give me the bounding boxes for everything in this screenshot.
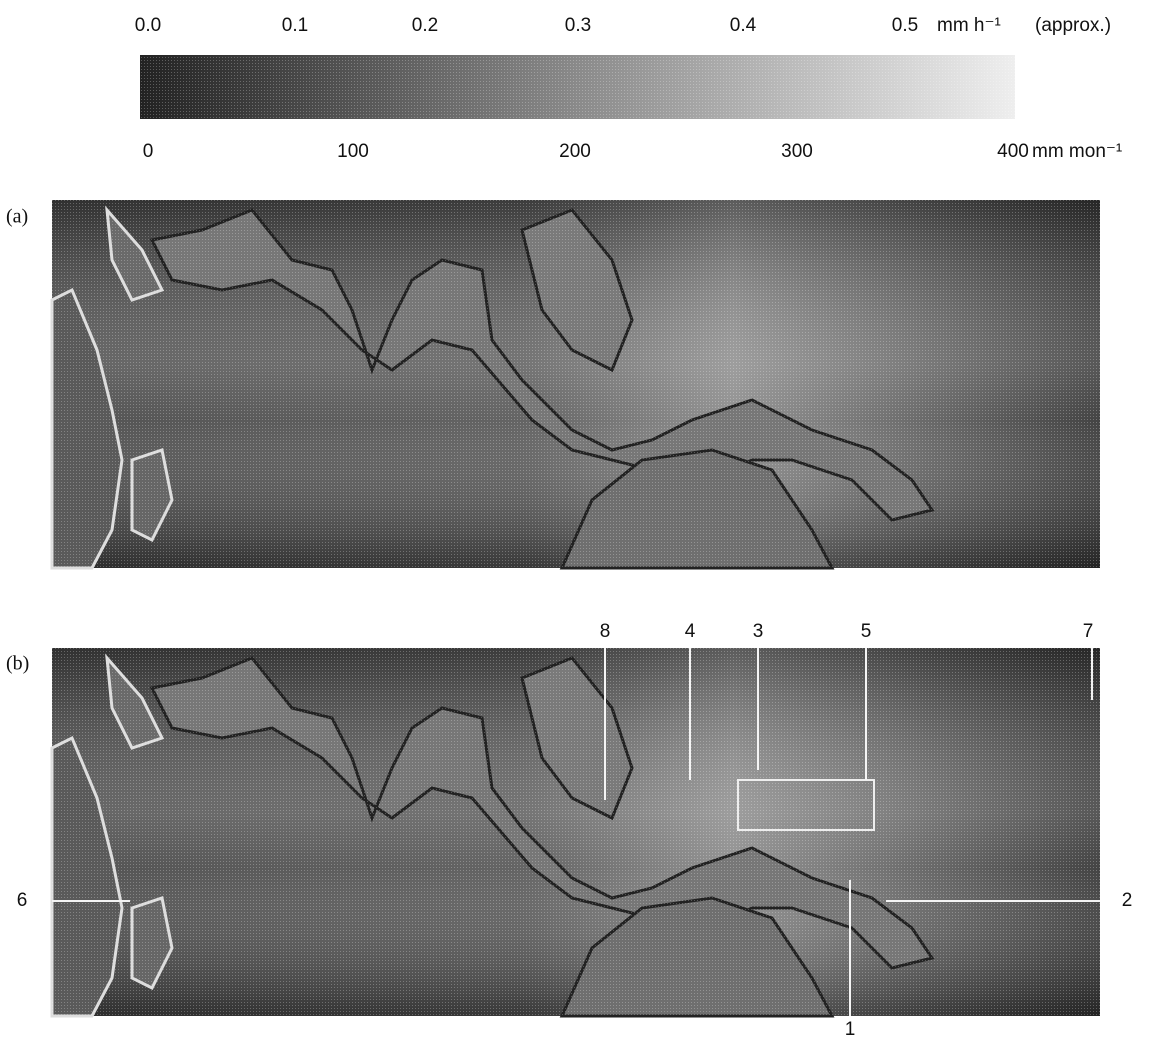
annotation-label: 2 bbox=[1122, 890, 1133, 911]
annotation-label: 1 bbox=[845, 1019, 856, 1040]
annotation-label: 7 bbox=[1083, 621, 1094, 642]
panel-a bbox=[52, 200, 1100, 568]
colorbar-top-tick: 0.3 bbox=[565, 15, 591, 36]
colorbar-bottom-tick: 0 bbox=[143, 141, 154, 162]
panel-label: (b) bbox=[6, 653, 29, 675]
colorbar-bottom-tick: 100 bbox=[337, 141, 369, 162]
colorbar-top-unit: mm h⁻¹ bbox=[937, 15, 1001, 36]
annotation-label: 5 bbox=[861, 621, 872, 642]
colorbar-top-tick: 0.2 bbox=[412, 15, 438, 36]
colorbar-bottom-tick: 400 bbox=[997, 141, 1029, 162]
figure: 8 4 3 5 7 6 2 1 0.0 0.1 0.2 0.3 0.4 0.5 mm h⁻¹ (approx… bbox=[0, 0, 1154, 1043]
map-texture bbox=[52, 648, 1100, 1016]
colorbar-top-tick: 0.1 bbox=[282, 15, 308, 36]
colorbar-bottom-unit: mm mon⁻¹ bbox=[1032, 141, 1122, 162]
colorbar-texture bbox=[140, 55, 1015, 119]
colorbar-top-note: (approx.) bbox=[1035, 15, 1111, 36]
colorbar-bottom-tick: 200 bbox=[559, 141, 591, 162]
figure-canvas: 8 4 3 5 7 6 2 1 0.0 0.1 0.2 0.3 0.4 0.5 mm h⁻¹ (approx… bbox=[0, 0, 1154, 1043]
annotation-label: 6 bbox=[17, 890, 28, 911]
panel-label: (a) bbox=[6, 206, 28, 228]
annotation-label: 3 bbox=[753, 621, 764, 642]
annotation-label: 8 bbox=[600, 621, 611, 642]
colorbar-top-tick: 0.4 bbox=[730, 15, 757, 36]
colorbar-top-tick: 0.0 bbox=[135, 15, 161, 36]
annotation-label: 4 bbox=[685, 621, 696, 642]
colorbar-top-tick: 0.5 bbox=[892, 15, 918, 36]
colorbar-bottom-tick: 300 bbox=[781, 141, 813, 162]
panel-b bbox=[52, 648, 1100, 1016]
map-texture bbox=[52, 200, 1100, 568]
